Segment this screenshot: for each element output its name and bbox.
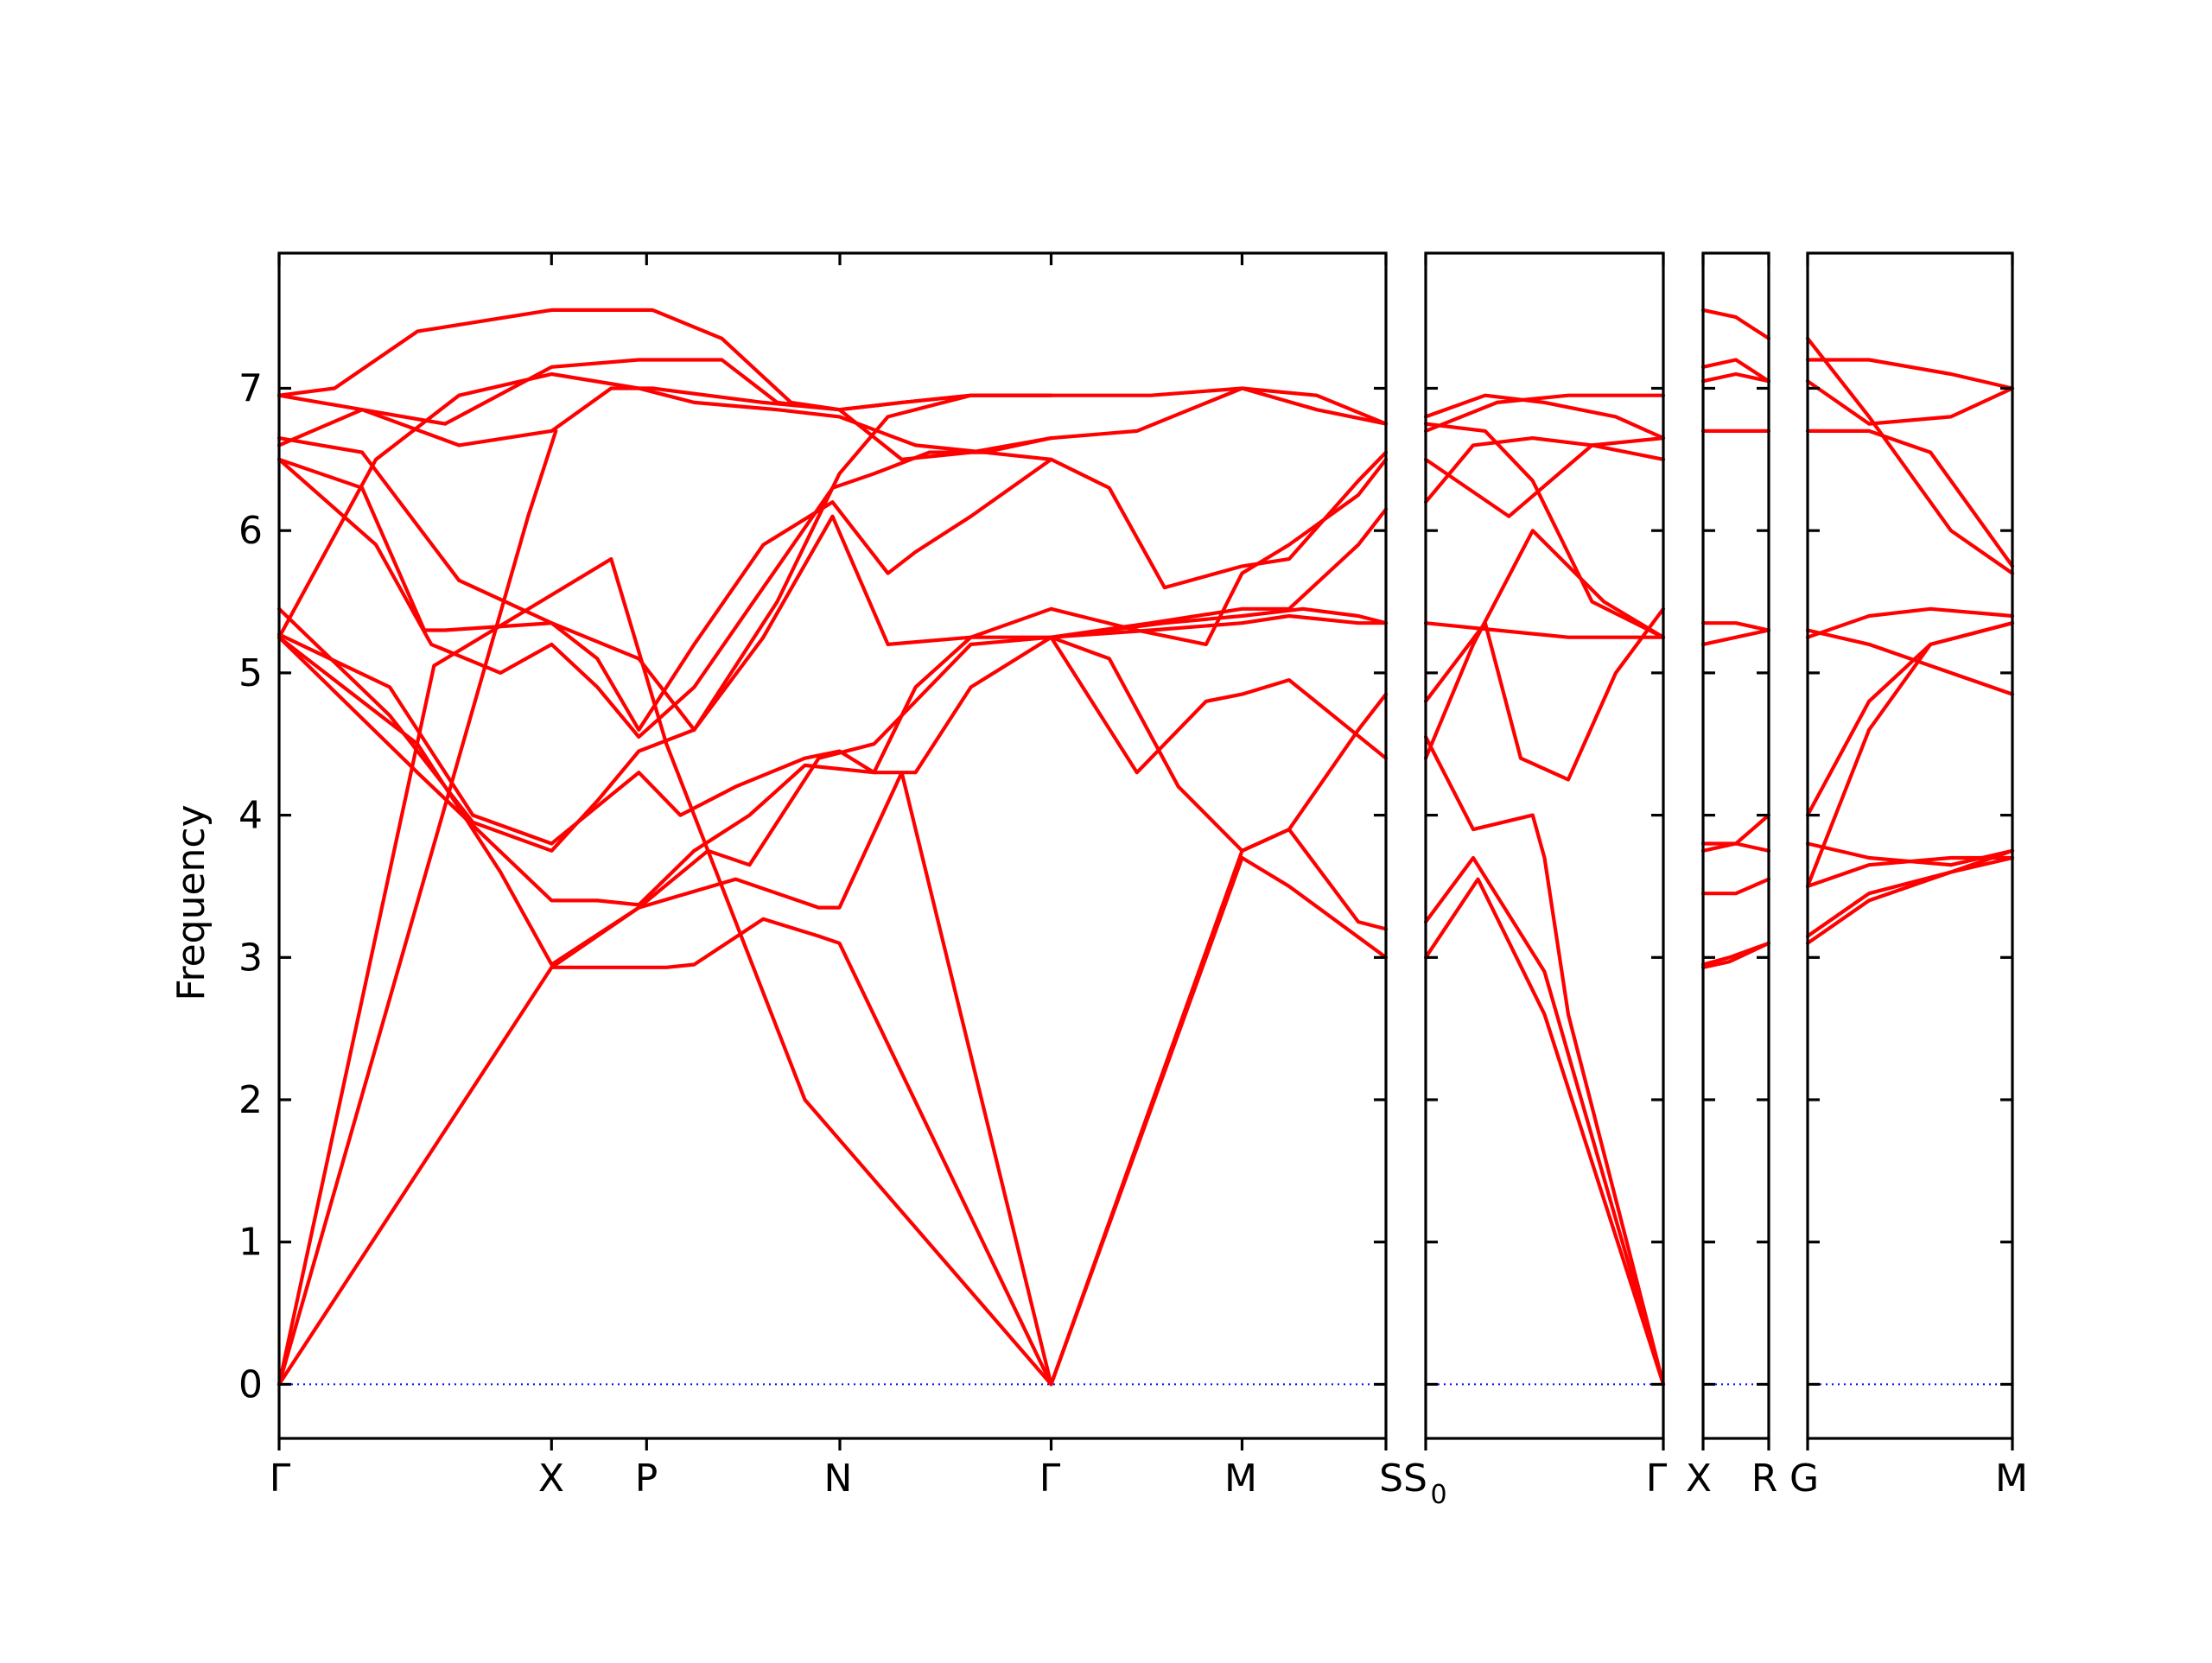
band-line-p1-3	[276, 428, 558, 1387]
band-line-p2-9	[1423, 393, 1666, 441]
panel-frame-2	[1424, 251, 1665, 1440]
band-line-p1-7	[276, 606, 1053, 907]
panel-3	[1700, 251, 1771, 1450]
x-tick-label-gamma-3: Γ	[1646, 1457, 1668, 1501]
band-line-p1-9	[276, 514, 1053, 853]
band-line-p1-6	[276, 635, 1053, 967]
band-line-p1-16	[276, 308, 1053, 412]
band-line-p4-7	[1805, 628, 2015, 696]
band-line-p4-1	[1805, 855, 2015, 945]
band-line-p1-27	[1049, 386, 1389, 426]
band-line-p2-5	[1423, 529, 1666, 760]
band-line-p4-4	[1805, 841, 2015, 867]
band-line-p1-23	[1049, 457, 1389, 646]
x-tick-label-ss: SS	[1379, 1457, 1427, 1501]
band-line-p1-17	[1049, 855, 1389, 1387]
y-tick-labels: 0 1 2 3 4 5 6 7	[238, 366, 263, 1406]
panel-4	[1805, 251, 2015, 1450]
panel-2	[1423, 251, 1666, 1450]
x-tick-labels: Γ X P N Γ M SS 0 Γ X R G M	[270, 1457, 2028, 1510]
band-line-p3-11	[1700, 308, 1771, 340]
band-line-p2-7	[1423, 436, 1666, 505]
y-tick-label: 0	[238, 1362, 263, 1406]
band-line-p3-3	[1700, 877, 1771, 896]
band-line-p1-15	[276, 386, 1053, 461]
band-line-p1-1	[276, 965, 554, 1387]
band-line-p4-10	[1805, 336, 2015, 575]
band-line-p4-8	[1805, 606, 2015, 639]
panel-frame-3	[1701, 251, 1770, 1440]
band-line-p1-12	[276, 371, 1053, 639]
panel-1	[276, 251, 1389, 1450]
band-line-p4-9	[1805, 428, 2015, 568]
band-line-p4-6	[1805, 621, 2015, 888]
band-line-p4-12	[1805, 358, 2015, 390]
band-line-p1-21	[1049, 613, 1389, 639]
panels-layer	[276, 251, 2015, 1450]
band-line-p1-14	[276, 393, 1053, 732]
band-line-p1-5	[550, 771, 1053, 1387]
x-tick-label-g: G	[1789, 1457, 1819, 1501]
y-axis-title: Frequency	[169, 804, 213, 1000]
band-line-p2-1	[1423, 877, 1666, 1387]
x-tick-label-gamma-1: Γ	[270, 1457, 291, 1501]
panel-frame-4	[1806, 251, 2014, 1440]
band-line-p3-5	[1700, 841, 1771, 853]
x-tick-label-gamma-2: Γ	[1039, 1457, 1061, 1501]
band-line-p4-11	[1805, 379, 2015, 426]
band-line-p1-2	[276, 557, 1053, 1387]
panel-frame-1	[277, 251, 1388, 1440]
band-line-p3-6	[1700, 628, 1771, 646]
band-line-p3-7	[1700, 621, 1771, 632]
band-line-p3-9	[1700, 371, 1771, 384]
band-line-p1-20	[1049, 635, 1389, 775]
y-tick-label: 7	[238, 366, 263, 410]
y-tick-label: 6	[238, 509, 263, 553]
band-line-p3-10	[1700, 358, 1771, 384]
y-tick-label: 3	[238, 936, 263, 980]
x-tick-label-x-2: X	[1686, 1457, 1712, 1501]
x-tick-label-ss-subscript: 0	[1430, 1480, 1446, 1510]
band-line-p2-3	[1423, 734, 1666, 1387]
x-tick-label-r: R	[1751, 1457, 1778, 1501]
band-line-p1-19	[1049, 635, 1389, 853]
y-tick-label: 2	[238, 1078, 263, 1122]
band-line-p2-4	[1423, 606, 1666, 782]
y-tick-label: 4	[238, 794, 263, 838]
y-tick-label: 1	[238, 1221, 263, 1265]
x-tick-label-x-1: X	[538, 1457, 564, 1501]
band-line-p4-2	[1805, 848, 2015, 938]
band-line-p2-2	[1423, 855, 1666, 1387]
band-line-p1-18	[1049, 828, 1389, 1387]
band-line-p1-10	[276, 457, 1053, 732]
x-tick-label-m-2: M	[1995, 1457, 2028, 1501]
band-line-p1-13	[276, 358, 1053, 447]
band-line-p3-2	[1700, 941, 1771, 969]
band-line-p4-5	[1805, 621, 2015, 817]
band-line-p2-8	[1423, 422, 1666, 639]
band-line-p2-11	[1423, 443, 1666, 518]
band-line-p1-25	[1049, 450, 1389, 590]
band-line-p1-8	[276, 632, 1053, 846]
x-tick-label-m-1: M	[1224, 1457, 1257, 1501]
band-line-p1-4	[550, 917, 1053, 1387]
x-tick-label-p: P	[635, 1457, 658, 1501]
band-line-p2-6	[1423, 621, 1666, 639]
band-line-p2-10	[1423, 393, 1666, 433]
y-tick-label: 5	[238, 651, 263, 695]
band-line-p1-24	[1049, 507, 1389, 639]
x-tick-label-n: N	[824, 1457, 853, 1501]
